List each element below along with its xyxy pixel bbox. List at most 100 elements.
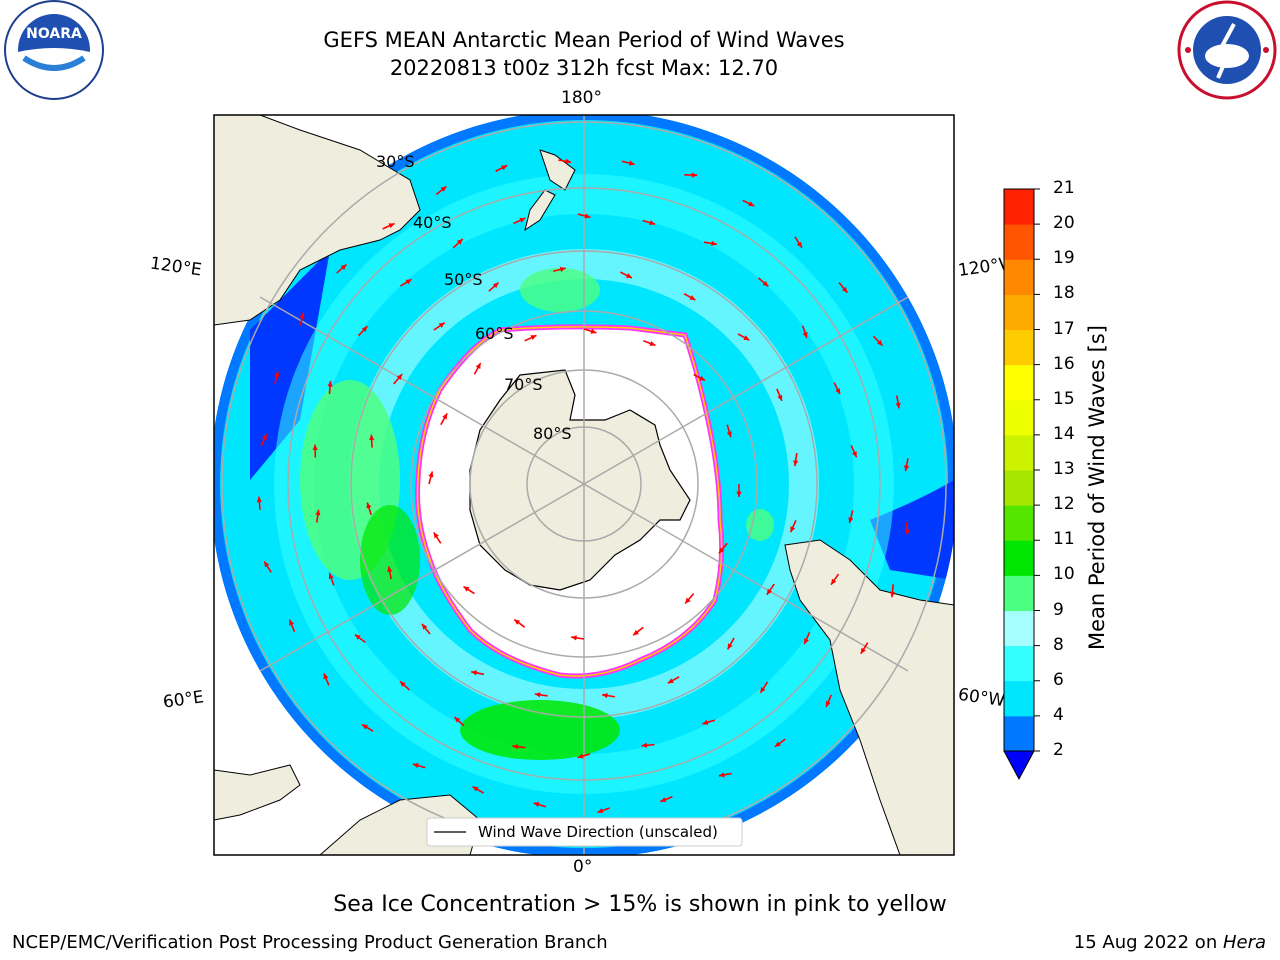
wind-wave-arrow-head: [438, 322, 445, 328]
wind-wave-arrow-head: [571, 635, 577, 641]
wind-wave-arrow-head: [718, 772, 725, 778]
wind-wave-arrow-head: [274, 371, 280, 377]
chart-title: GEFS MEAN Antarctic Mean Period of Wind …: [323, 28, 845, 52]
lon-label-180: 180°: [561, 88, 602, 108]
lat-label-70s: 70°S: [504, 375, 543, 394]
colorbar-tick-label: 17: [1053, 318, 1075, 339]
wind-wave-arrow-head: [565, 158, 572, 164]
wind-wave-arrow-head: [633, 629, 639, 636]
lat-label-40s: 40°S: [413, 213, 452, 232]
colorbar-bin: [1004, 575, 1034, 611]
colorbar-bin: [1004, 505, 1034, 541]
wind-wave-arrow-head: [649, 220, 656, 226]
noaa-logo: NOARA: [4, 0, 104, 100]
colorbar-tick-label: 2: [1053, 740, 1064, 760]
footer-machine: Hera: [1222, 932, 1266, 953]
wind-wave-arrow-head: [726, 431, 732, 438]
wind-wave-arrow-head: [860, 647, 866, 654]
wind-wave-arrow-head: [454, 716, 461, 723]
wind-wave-arrow-head: [691, 172, 698, 178]
lon-label-0: 0°: [573, 857, 593, 877]
wind-wave-arrow-head: [559, 266, 566, 272]
wind-wave-arrow-head: [530, 335, 537, 340]
wind-wave-arrow-head: [299, 312, 305, 319]
wind-wave-arrow-head: [405, 279, 412, 285]
wind-wave-arrow-head: [802, 332, 808, 338]
colorbar-tick-label: 20: [1053, 213, 1075, 234]
wind-wave-arrow-head: [361, 326, 368, 333]
land-new-zealand-north: [539, 149, 576, 191]
land-antarctica: [469, 369, 691, 591]
wind-wave-arrow-head: [796, 241, 802, 248]
wind-wave-arrow-head: [702, 719, 709, 725]
colorbar-bin: [1004, 434, 1034, 471]
wind-wave-arrow-head: [876, 339, 883, 346]
wind-wave-arrows: [256, 158, 910, 814]
wind-wave-arrow-head: [590, 328, 597, 334]
wind-wave-arrow-head: [327, 381, 333, 387]
wind-wave-arrow-head: [718, 547, 725, 554]
colorbar-bin: [1004, 294, 1034, 330]
wind-wave-arrow-head: [440, 186, 447, 192]
colorbar-tick-label: 18: [1053, 283, 1075, 304]
colorbar-tick-label: 9: [1053, 599, 1064, 620]
wind-wave-arrow-head: [793, 460, 799, 466]
wind-wave-arrow-head: [743, 335, 750, 341]
colorbar-bin: [1004, 364, 1034, 401]
wind-wave-arrow-head: [315, 509, 321, 516]
wind-wave-arrow-head: [577, 753, 584, 759]
sea-ice-caption: Sea Ice Concentration > 15% is shown in …: [333, 892, 947, 917]
colorbar-bin: [1004, 189, 1034, 225]
wind-wave-arrow-head: [456, 238, 463, 245]
colorbar-tick-label: 14: [1053, 423, 1075, 444]
wind-wave-arrow-head: [514, 619, 521, 625]
wind-wave-arrow-head: [442, 413, 448, 420]
colorbar-tick-label: 16: [1053, 353, 1075, 374]
wind-wave-arrow-head: [889, 591, 896, 598]
wind-wave-arrow-head: [501, 165, 508, 171]
lat-label-30s: 30°S: [376, 152, 415, 171]
wind-wave-arrow-head: [312, 444, 318, 450]
wind-wave-arrow-head: [323, 673, 329, 680]
wind-wave-arrow-head: [264, 561, 270, 568]
wind-wave-arrow-head: [790, 526, 796, 533]
wind-wave-arrow-head: [766, 588, 773, 595]
colorbar-bin: [1004, 715, 1034, 752]
wind-wave-arrow-head: [748, 201, 755, 207]
wind-wave-arrow-head: [369, 434, 375, 441]
lat-label-50s: 50°S: [444, 270, 483, 289]
wind-wave-arrow-head: [602, 693, 608, 699]
colorbar-bin: [1004, 470, 1034, 506]
colorbar-tick-label: 19: [1053, 248, 1075, 269]
wind-wave-arrow-head: [428, 471, 434, 478]
wind-wave-arrow-head: [851, 451, 857, 458]
wind-wave-arrow-head: [472, 786, 479, 792]
wind-wave-arrow-head: [388, 223, 395, 229]
wind-wave-arrow-head: [399, 681, 406, 687]
wind-wave-arrow-head: [777, 394, 783, 401]
wind-wave-arrow-head: [628, 160, 635, 166]
wind-wave-arrow-head: [328, 573, 334, 580]
wind-wave-arrow-head: [256, 496, 262, 503]
legend-label: Wind Wave Direction (unscaled): [478, 823, 718, 841]
map-legend: [426, 817, 743, 847]
wind-wave-arrow-head: [492, 282, 499, 289]
wind-wave-arrow-head: [387, 566, 393, 573]
colorbar-tick-label: 6: [1053, 669, 1064, 690]
wind-wave-arrow-head: [660, 797, 667, 803]
wind-wave-arrow-head: [804, 638, 809, 645]
wind-wave-arrow-head: [841, 286, 848, 293]
wind-wave-arrow-head: [903, 465, 910, 472]
colorbar-tick-label: 8: [1053, 634, 1064, 655]
land-south-america: [784, 539, 954, 855]
footer-right: 15 Aug 2022 on Hera: [1074, 932, 1266, 953]
wind-wave-arrow-head: [289, 619, 295, 626]
wind-wave-arrow-head: [689, 295, 696, 301]
wind-wave-arrow-head: [685, 597, 691, 604]
colorbar-bin: [1004, 540, 1034, 576]
colorbar-bin: [1004, 645, 1034, 682]
wind-wave-arrow-head: [396, 374, 403, 380]
wind-wave-arrow-head: [762, 280, 769, 287]
colorbar-tick-label: 10: [1053, 564, 1075, 585]
